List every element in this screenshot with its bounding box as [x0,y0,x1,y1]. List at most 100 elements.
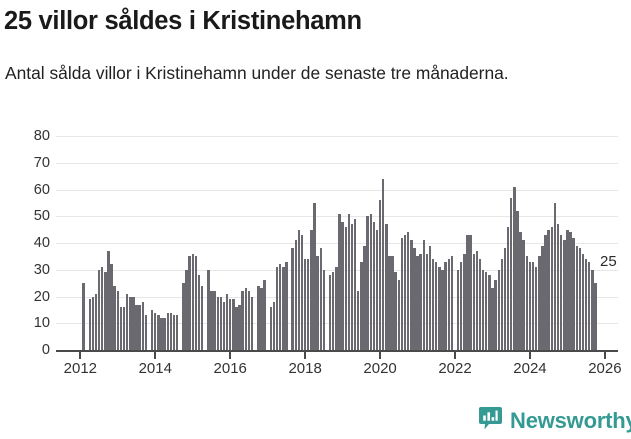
bar [572,237,575,350]
bar [385,224,388,350]
bar [591,269,594,350]
bar [344,226,347,350]
bar [100,267,104,350]
bar [275,267,279,350]
bar [150,309,154,350]
bar [563,240,566,350]
bar [381,178,385,350]
bar [431,259,435,350]
bar [516,210,519,350]
bar [200,285,204,350]
bar [569,232,572,350]
bar [263,280,266,350]
bar [485,272,488,350]
x-axis-tick-label: 2022 [438,360,472,377]
gridline [56,189,618,191]
bar [472,253,475,350]
x-axis-line [56,350,618,352]
bar [316,256,319,350]
bar [141,301,144,350]
bar [322,269,326,350]
bar [375,229,379,350]
bar [207,269,210,350]
bar [219,296,223,350]
bar [447,259,450,350]
newsworthy-logo[interactable]: Newsworthy [478,406,631,436]
x-axis-tick [528,352,531,359]
x-axis-tick [79,352,82,359]
bar [469,234,472,350]
bar [229,299,232,350]
x-axis-tick [229,352,232,359]
bar [438,267,441,350]
bar [397,280,401,350]
bar [350,224,354,350]
bar [172,315,176,350]
bar [257,285,260,350]
bar [581,253,585,350]
bar [525,256,529,350]
bar [303,259,307,350]
bar [588,261,591,350]
x-axis-tick-label: 2018 [288,360,322,377]
y-axis-tick-label: 40 [33,235,50,251]
bar [388,256,391,350]
bar [500,259,504,350]
bar [406,232,410,350]
bar [269,307,272,350]
bar [119,307,123,350]
gridline [56,216,618,218]
x-axis-tick-label: 2026 [588,360,622,377]
bar-chart-speech-bubble-icon [478,406,503,436]
x-axis-tick-label: 2012 [63,360,98,377]
y-axis-tick-label: 70 [33,154,50,171]
bar [553,202,557,350]
highlight-value-label: 25 [599,253,618,271]
bar [250,296,254,350]
bar [369,213,372,350]
bar [132,296,135,350]
bar [494,280,497,350]
bar [110,264,113,350]
bar [104,272,107,350]
bar [416,256,419,350]
bar [466,234,469,350]
bar [541,245,544,350]
bar [347,213,351,350]
y-axis-tick-label: 80 [33,128,50,144]
x-axis-tick [304,352,307,359]
bar [403,234,407,350]
y-axis-tick-label: 0 [41,342,50,358]
x-axis-tick [154,352,157,359]
bar [157,315,160,350]
bar [332,272,335,350]
bar [510,197,513,350]
bar [566,229,569,350]
gridline [56,136,618,137]
bar [160,317,163,350]
bar [225,293,229,350]
y-axis-tick-label: 10 [33,315,50,332]
bar [372,221,376,350]
bar [475,251,479,350]
bar [481,269,485,350]
bar [506,226,510,350]
bar [547,229,550,350]
bar [444,261,447,350]
bar [144,315,148,350]
bar [353,218,357,350]
bar [175,315,179,350]
bar [278,264,282,350]
bar [138,304,141,350]
bar [222,301,226,350]
bar [166,312,169,350]
bar [410,240,413,350]
bar [341,221,344,350]
x-axis-tick [603,352,606,359]
bar [191,253,194,350]
x-axis-tick [454,352,457,359]
bar [497,269,500,350]
bar [185,269,188,350]
